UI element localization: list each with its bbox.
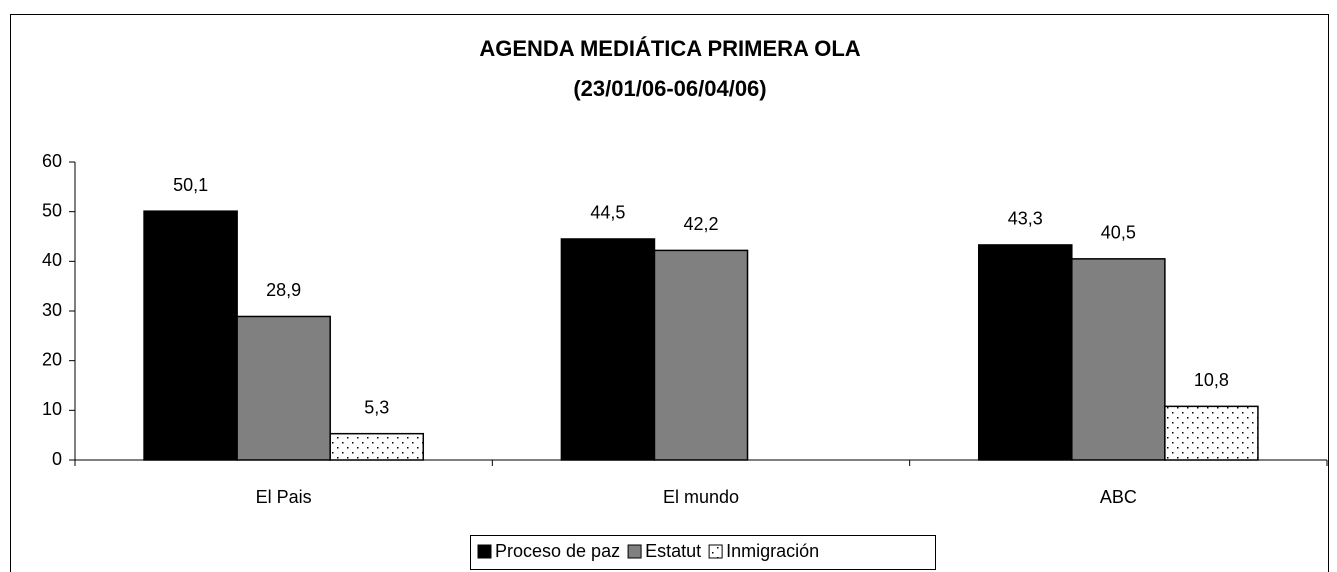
legend-swatch	[627, 544, 642, 559]
chart-title: AGENDA MEDIÁTICA PRIMERA OLA	[479, 36, 860, 61]
y-tick-label: 10	[42, 399, 62, 419]
bar	[236, 315, 331, 461]
bar	[329, 432, 425, 461]
bar	[560, 238, 656, 461]
data-label: 10,8	[1194, 370, 1229, 390]
x-tick-label: ABC	[1100, 487, 1137, 507]
bar	[143, 210, 238, 461]
x-tick-label: El mundo	[663, 487, 739, 507]
data-label: 50,1	[173, 175, 208, 195]
data-label: 42,2	[683, 214, 718, 234]
data-label: 28,9	[266, 280, 301, 300]
legend-swatch	[708, 544, 723, 559]
bar	[653, 249, 749, 461]
bar	[1071, 258, 1166, 461]
y-tick-label: 50	[42, 200, 62, 220]
chart-subtitle: (23/01/06-06/04/06)	[573, 76, 766, 101]
bar	[977, 244, 1073, 461]
data-label: 44,5	[590, 203, 625, 223]
data-label: 43,3	[1008, 209, 1043, 229]
bar	[1164, 405, 1259, 461]
legend-label: Estatut	[645, 541, 701, 561]
x-tick-label: El Pais	[256, 487, 312, 507]
legend	[470, 535, 936, 570]
y-tick-label: 20	[42, 349, 62, 369]
legend-label: Inmigración	[726, 541, 819, 561]
y-tick-label: 60	[42, 151, 62, 171]
chart-frame	[10, 14, 1329, 572]
data-label: 40,5	[1101, 223, 1136, 243]
y-tick-label: 30	[42, 300, 62, 320]
y-tick-label: 40	[42, 250, 62, 270]
y-tick-label: 0	[52, 449, 62, 469]
data-label: 5,3	[364, 397, 389, 417]
legend-label: Proceso de paz	[495, 541, 620, 561]
legend-swatch	[477, 544, 492, 559]
